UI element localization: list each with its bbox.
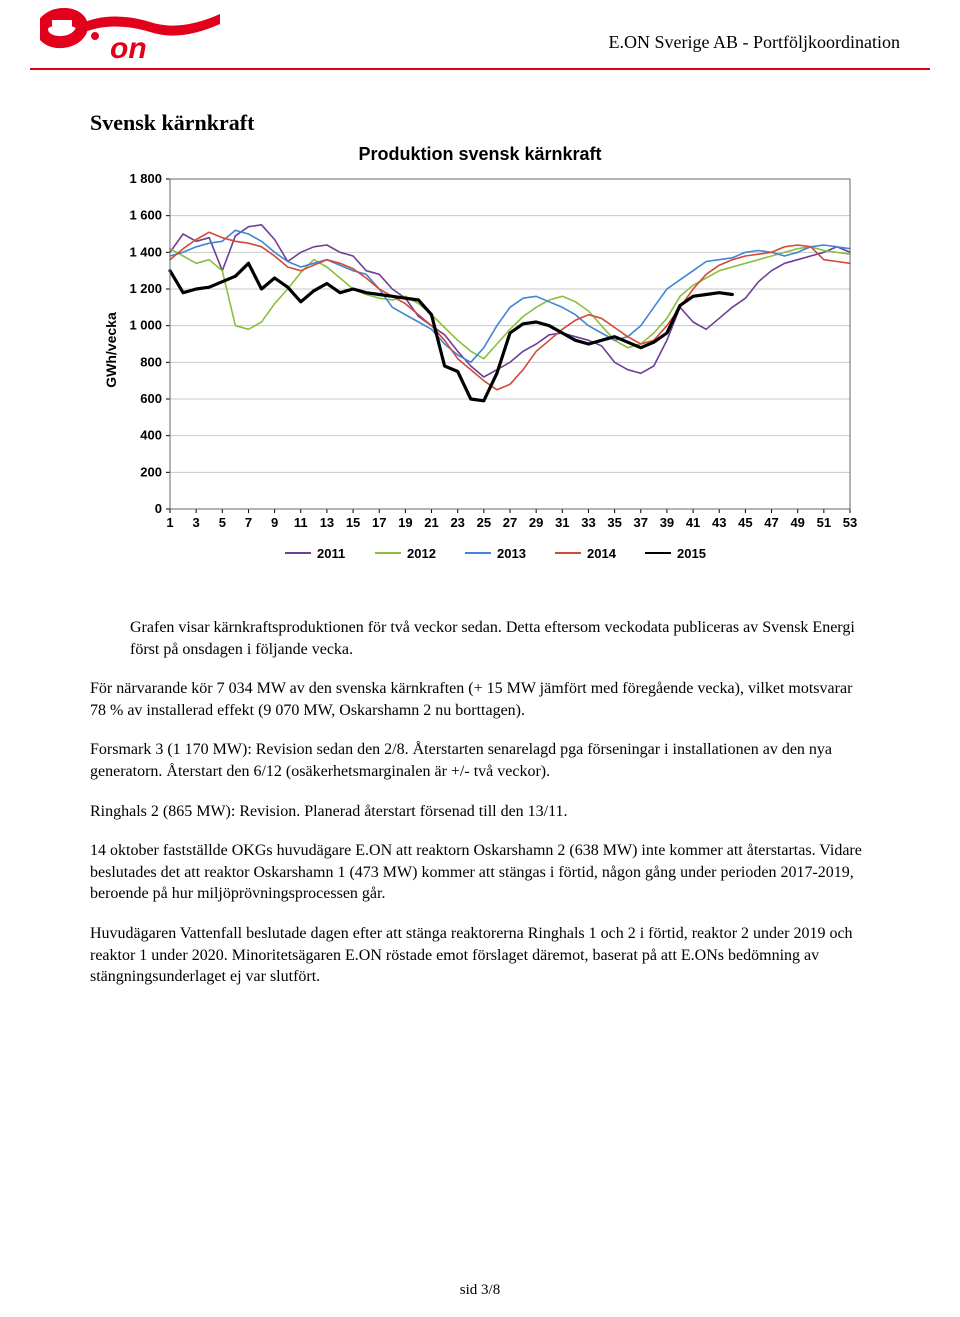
eon-logo: on: [40, 6, 240, 67]
svg-text:1 200: 1 200: [129, 281, 162, 296]
svg-text:49: 49: [790, 515, 804, 530]
page-footer: sid 3/8: [0, 1282, 960, 1299]
svg-text:51: 51: [817, 515, 831, 530]
page-header: on E.ON Sverige AB - Portföljkoordinatio…: [0, 0, 960, 80]
svg-text:29: 29: [529, 515, 543, 530]
svg-text:on: on: [110, 32, 147, 62]
svg-text:1 600: 1 600: [129, 208, 162, 223]
page-content: Svensk kärnkraft Produktion svensk kärnk…: [0, 80, 960, 988]
svg-text:GWh/vecka: GWh/vecka: [103, 312, 119, 388]
svg-text:2014: 2014: [587, 546, 617, 561]
svg-text:37: 37: [634, 515, 648, 530]
svg-text:19: 19: [398, 515, 412, 530]
svg-text:1 000: 1 000: [129, 318, 162, 333]
header-rule: [30, 68, 930, 70]
svg-text:39: 39: [660, 515, 674, 530]
svg-text:33: 33: [581, 515, 595, 530]
section-title: Svensk kärnkraft: [90, 110, 870, 136]
svg-text:17: 17: [372, 515, 386, 530]
svg-text:13: 13: [320, 515, 334, 530]
svg-text:400: 400: [140, 428, 162, 443]
paragraph-3: Forsmark 3 (1 170 MW): Revision sedan de…: [90, 739, 870, 782]
svg-text:9: 9: [271, 515, 278, 530]
chart-title: Produktion svensk kärnkraft: [90, 144, 870, 165]
svg-text:800: 800: [140, 354, 162, 369]
header-company-text: E.ON Sverige AB - Portföljkoordination: [609, 32, 900, 53]
paragraph-1: Grafen visar kärnkraftsproduktionen för …: [130, 617, 870, 660]
svg-text:21: 21: [424, 515, 438, 530]
svg-text:27: 27: [503, 515, 517, 530]
svg-text:23: 23: [450, 515, 464, 530]
svg-text:2011: 2011: [317, 546, 345, 561]
svg-text:200: 200: [140, 464, 162, 479]
svg-text:2015: 2015: [677, 546, 706, 561]
svg-text:1 800: 1 800: [129, 171, 162, 186]
svg-text:31: 31: [555, 515, 569, 530]
svg-text:2012: 2012: [407, 546, 436, 561]
svg-text:47: 47: [764, 515, 778, 530]
svg-text:2013: 2013: [497, 546, 526, 561]
svg-text:1 400: 1 400: [129, 244, 162, 259]
paragraph-2: För närvarande kör 7 034 MW av den svens…: [90, 678, 870, 721]
svg-text:7: 7: [245, 515, 252, 530]
svg-text:41: 41: [686, 515, 700, 530]
svg-text:11: 11: [294, 515, 308, 530]
line-chart: 02004006008001 0001 2001 4001 6001 80013…: [90, 169, 870, 599]
paragraph-4: Ringhals 2 (865 MW): Revision. Planerad …: [90, 801, 870, 823]
svg-text:45: 45: [738, 515, 752, 530]
chart-container: Produktion svensk kärnkraft 0 200 400 600 80…: [90, 144, 870, 599]
svg-text:25: 25: [477, 515, 491, 530]
svg-text:1: 1: [166, 515, 173, 530]
svg-text:53: 53: [843, 515, 857, 530]
body-text: Grafen visar kärnkraftsproduktionen för …: [90, 617, 870, 988]
svg-text:3: 3: [193, 515, 200, 530]
paragraph-5: 14 oktober fastställde OKGs huvudägare E…: [90, 840, 870, 905]
svg-text:15: 15: [346, 515, 360, 530]
svg-text:5: 5: [219, 515, 226, 530]
svg-text:600: 600: [140, 391, 162, 406]
svg-text:0: 0: [155, 501, 162, 516]
svg-text:35: 35: [607, 515, 621, 530]
svg-text:43: 43: [712, 515, 726, 530]
paragraph-6: Huvudägaren Vattenfall beslutade dagen e…: [90, 923, 870, 988]
